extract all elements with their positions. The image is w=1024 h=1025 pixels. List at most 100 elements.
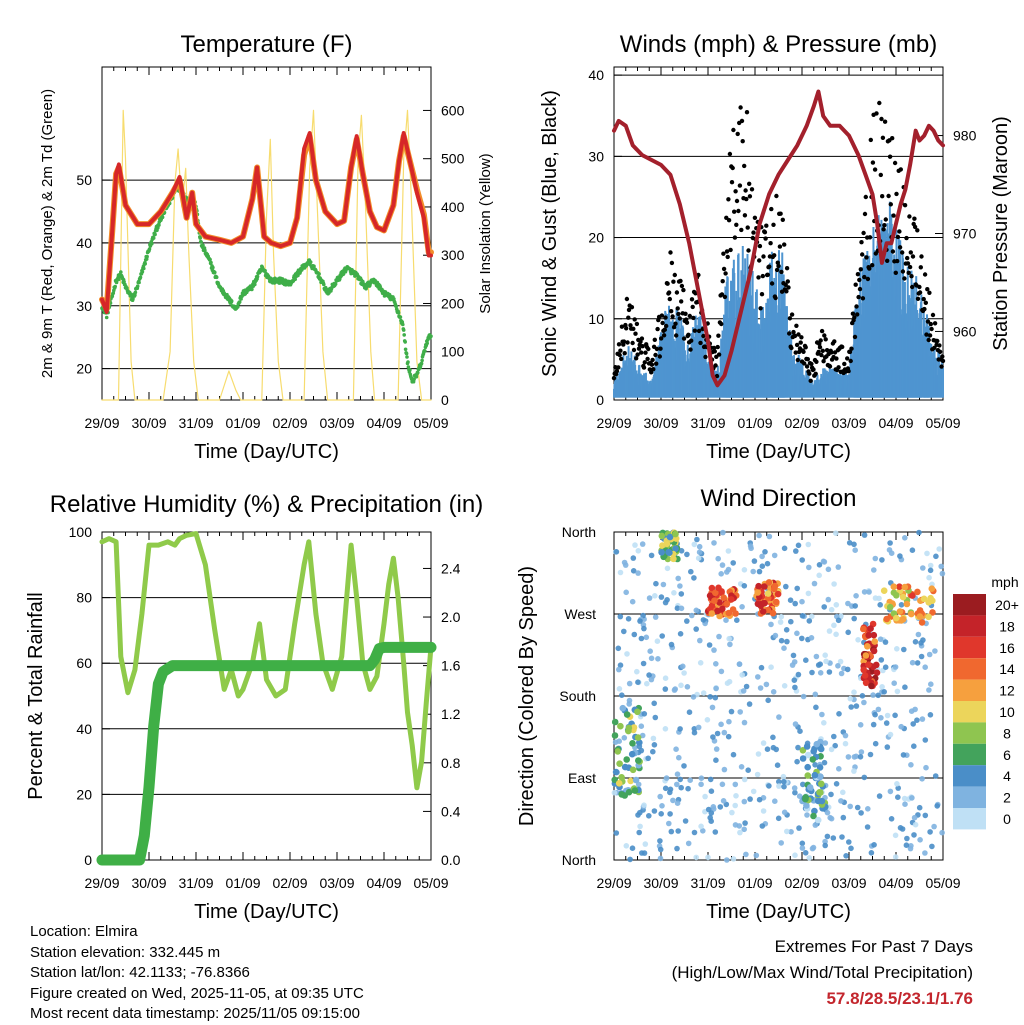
gust-point [803, 345, 808, 350]
direction-point [693, 607, 700, 614]
x-tick-label: 05/09 [413, 415, 448, 431]
direction-point [667, 789, 673, 796]
direction-point [732, 822, 739, 828]
direction-point [775, 815, 782, 822]
direction-point [816, 562, 823, 568]
direction-point [924, 550, 930, 557]
direction-point [821, 559, 828, 565]
direction-point [764, 746, 771, 752]
direction-point [861, 672, 869, 679]
direction-point [927, 712, 934, 718]
direction-point [721, 766, 728, 773]
direction-point [657, 793, 663, 800]
direction-point [812, 822, 819, 828]
gust-point [804, 364, 810, 369]
direction-point [771, 582, 779, 590]
gust-point [881, 227, 886, 232]
direction-point [927, 567, 934, 574]
y-tick-label: North [562, 524, 596, 540]
direction-point [916, 804, 923, 811]
direction-point [730, 751, 737, 758]
direction-point [792, 600, 798, 607]
direction-point [884, 744, 891, 750]
direction-point [628, 750, 636, 758]
gust-point [723, 271, 728, 276]
dewpoint-point [119, 270, 123, 274]
colorbar-swatch [953, 636, 986, 659]
gust-point [687, 313, 692, 319]
direction-point [853, 703, 860, 709]
direction-point [851, 768, 857, 774]
direction-point [652, 593, 658, 599]
direction-point [799, 755, 807, 762]
gust-point [774, 267, 780, 273]
direction-point [882, 664, 889, 670]
direction-point [806, 855, 813, 861]
gust-point [742, 213, 748, 218]
gust-point [772, 253, 777, 258]
direction-point [813, 653, 820, 660]
direction-point [657, 838, 663, 844]
direction-point [686, 709, 693, 715]
direction-point [691, 541, 698, 548]
direction-point [781, 645, 787, 651]
gust-point [675, 306, 680, 311]
direction-point [836, 766, 842, 772]
y-tick-label: 20 [588, 230, 604, 246]
gust-point [897, 229, 902, 234]
direction-point [832, 742, 838, 749]
direction-point [816, 572, 822, 579]
direction-point [685, 785, 691, 792]
y2-tick-label: 970 [953, 226, 977, 242]
dewpoint-point [405, 355, 409, 359]
direction-point [674, 605, 681, 611]
direction-point [880, 587, 888, 594]
direction-point [857, 754, 864, 760]
direction-point [730, 560, 736, 566]
y-tick-label: 10 [588, 311, 604, 327]
direction-point [804, 812, 810, 818]
direction-point [741, 567, 748, 573]
direction-point [927, 829, 933, 835]
direction-point [836, 711, 842, 717]
gust-point [822, 333, 827, 338]
direction-point [796, 825, 802, 831]
direction-point [650, 735, 657, 742]
direction-point [862, 652, 870, 659]
direction-point [835, 617, 842, 624]
gust-point [900, 269, 906, 274]
gust-point [857, 286, 863, 292]
direction-point [872, 555, 879, 562]
y-tick-label: 40 [588, 67, 604, 83]
colorbar-swatch [953, 679, 986, 701]
direction-point [631, 787, 639, 794]
direction-point [824, 833, 831, 840]
gust-point [915, 296, 921, 301]
gust-point [880, 194, 885, 199]
gust-point [633, 331, 638, 336]
direction-point [617, 613, 624, 620]
direction-point [888, 550, 895, 556]
gust-point [674, 333, 679, 338]
gust-point [859, 240, 864, 245]
direction-point [835, 564, 842, 570]
direction-point [866, 589, 872, 595]
direction-point [878, 715, 884, 721]
direction-point [811, 807, 818, 815]
elevation-text: Station elevation: 332.445 m [30, 943, 221, 961]
gust-point [808, 378, 813, 383]
gust-point [774, 193, 779, 199]
direction-point [674, 781, 680, 788]
direction-point [702, 793, 708, 800]
direction-point [676, 754, 682, 761]
gust-point [616, 342, 622, 347]
x-tick-label: 31/09 [178, 875, 213, 891]
y-tick-label: 60 [76, 655, 92, 671]
gust-point [940, 354, 945, 359]
gust-point [641, 365, 647, 370]
gust-point [846, 369, 851, 374]
direction-point [630, 724, 638, 731]
direction-point [761, 583, 768, 590]
direction-point [766, 783, 772, 789]
direction-point [753, 852, 760, 859]
